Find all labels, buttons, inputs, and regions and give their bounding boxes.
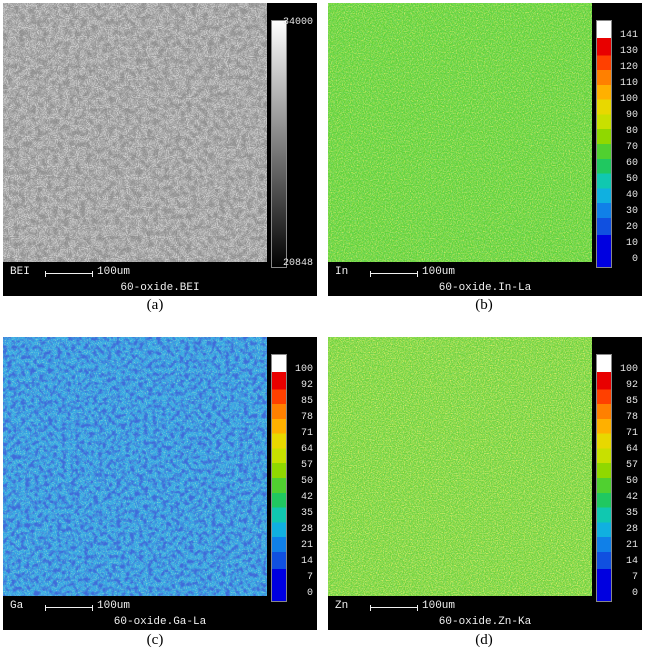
file-name: 60-oxide.BEI [120,282,200,294]
tick-label: 64 [300,444,313,455]
tick-label: 78 [625,412,638,423]
tick-label: 28 [300,524,313,535]
caption-d: (d) [475,632,493,648]
file-name: 60-oxide.Zn-Ka [438,616,532,628]
zn-map-svg [328,337,592,596]
panel-footer: In 100um 60-oxide.In-La [328,262,642,296]
rainbow-colorbar [271,354,287,602]
bei-image [3,3,267,262]
scale-bar [370,271,418,277]
scale-bar [370,605,418,611]
tick-label: 100 [619,364,638,375]
tick-label: 42 [300,492,313,503]
zn-map [328,337,592,596]
zn-panel: 100 92 85 78 71 64 57 50 42 35 28 21 14 … [328,337,642,630]
rainbow-colorbar [596,20,612,268]
tick-label: 80 [625,126,638,137]
tick-label: 92 [625,380,638,391]
in-map-svg [328,3,592,262]
tick-label: 0 [631,254,638,265]
tick-label: 7 [631,572,638,583]
caption-b: (b) [475,297,493,313]
tick-label: 42 [625,492,638,503]
tick-label: 20 [625,222,638,233]
tick-label: 120 [619,62,638,73]
tick-label: 28 [625,524,638,535]
tick-label: 7 [306,572,313,583]
colorbar-ticks: 100 92 85 78 71 64 57 50 42 35 28 21 14 … [287,349,315,601]
tick-label: 50 [300,476,313,487]
element-label: In [335,266,349,278]
tick-label: 110 [619,78,638,89]
tick-label: 85 [625,396,638,407]
scale-bar-label: 100um [422,600,456,612]
tick-label: 130 [619,46,638,57]
in-panel: 141 130 120 110 100 90 80 70 60 50 40 30… [328,3,642,296]
file-name: 60-oxide.Ga-La [113,616,207,628]
scale-bar-label: 100um [422,266,456,278]
element-label: Ga [10,600,24,612]
tick-label: 78 [300,412,313,423]
scale-bar [45,605,93,611]
in-map [328,3,592,262]
tick-label: 10 [625,238,638,249]
tick-label: 40 [625,190,638,201]
tick-label: 21 [300,540,313,551]
panel-footer: Zn 100um 60-oxide.Zn-Ka [328,596,642,630]
tick-label: 70 [625,142,638,153]
tick-label: 35 [625,508,638,519]
bei-map-svg [3,3,267,262]
tick-label: 71 [300,428,313,439]
tick-label: 14 [625,556,638,567]
tick-label: 90 [625,110,638,121]
ga-map-svg [3,337,267,596]
tick-label: 50 [625,174,638,185]
file-name: 60-oxide.In-La [438,282,532,294]
scale-bar-label: 100um [97,600,131,612]
tick-label: 85 [300,396,313,407]
ga-map [3,337,267,596]
panel-footer: Ga 100um 60-oxide.Ga-La [3,596,317,630]
element-label: BEI [10,266,30,278]
colorbar-ticks: 100 92 85 78 71 64 57 50 42 35 28 21 14 … [612,349,640,601]
tick-label: 57 [625,460,638,471]
ga-panel: 100 92 85 78 71 64 57 50 42 35 28 21 14 … [3,337,317,630]
caption-c: (c) [146,632,164,648]
colorbar-min-label: 20848 [282,258,313,269]
grayscale-colorbar [271,20,287,268]
bei-panel: 34000 20848 BEI 100um 60-oxide.BEI [3,3,317,296]
tick-label: 35 [300,508,313,519]
element-label: Zn [335,600,349,612]
caption-a: (a) [146,297,164,313]
scale-bar [45,271,93,277]
tick-label: 30 [625,206,638,217]
colorbar-ticks: 141 130 120 110 100 90 80 70 60 50 40 30… [612,15,640,267]
rainbow-colorbar [596,354,612,602]
tick-label: 57 [300,460,313,471]
tick-label: 141 [619,30,638,41]
colorbar-ticks: 34000 20848 [283,15,315,269]
tick-label: 0 [306,588,313,599]
tick-label: 50 [625,476,638,487]
tick-label: 100 [294,364,313,375]
panel-footer: BEI 100um 60-oxide.BEI [3,262,317,296]
tick-label: 0 [631,588,638,599]
tick-label: 64 [625,444,638,455]
tick-label: 92 [300,380,313,391]
tick-label: 60 [625,158,638,169]
tick-label: 100 [619,94,638,105]
colorbar-max-label: 34000 [282,17,313,28]
tick-label: 71 [625,428,638,439]
scale-bar-label: 100um [97,266,131,278]
tick-label: 14 [300,556,313,567]
tick-label: 21 [625,540,638,551]
